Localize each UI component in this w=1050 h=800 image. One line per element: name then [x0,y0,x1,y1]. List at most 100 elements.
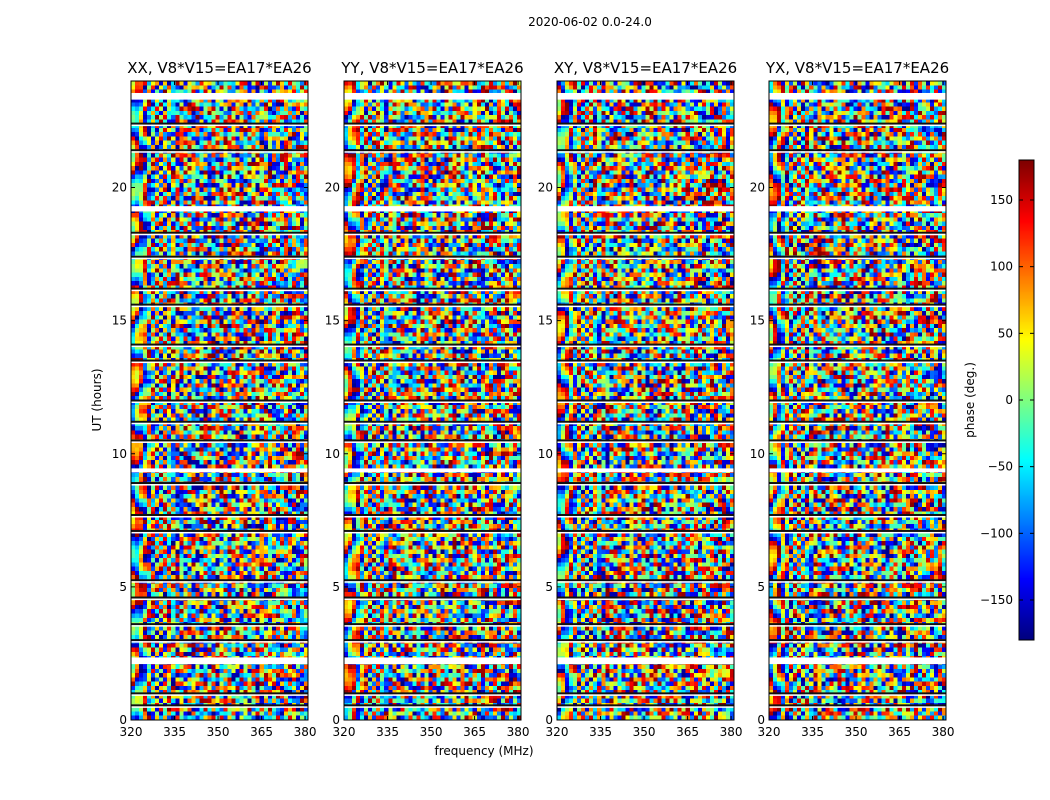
panel-2: XY, V8*V15=EA17*EA26 320 335 350 365 380 0 5 10 1… [538,59,743,739]
colorbar-gradient [1019,160,1034,640]
flag-gap-1-5 [344,581,521,583]
flag-band-3-4 [769,596,946,599]
flag-gap-1-2 [344,641,521,643]
flag-gap-0-17 [131,233,308,236]
panel-title-1: YY, V8*V15=EA17*EA26 [340,59,523,77]
flag-gap-2-17 [557,233,734,236]
flag-gap-2-4 [557,598,734,601]
xtick-label-0-3: 365 [250,725,273,739]
flag-gap-0-16 [131,257,308,260]
flag-gap-0-4 [131,598,308,601]
panel-0: XX, V8*V15=EA17*EA26 320 335 350 365 380 0 5 10 1… [112,59,317,739]
flag-band-0-9 [131,439,308,442]
flag-gap-3-2 [769,641,946,643]
flag-band-1-13 [344,343,521,346]
flag-band-2-10 [557,420,734,423]
xtick-label-2-2: 350 [633,725,656,739]
ytick-label-2-2: 10 [538,447,553,461]
flag-gap-2-5 [557,581,734,583]
x-axis-label: frequency (MHz) [434,744,533,758]
flag-band-0-14 [131,303,308,306]
flag-gap-2-15 [557,289,734,292]
flag-gap-0-7 [131,515,308,518]
gap-3-3 [769,92,946,100]
flag-band-2-9 [557,439,734,442]
flag-gap-1-14 [344,305,521,308]
flag-band-0-15 [131,287,308,290]
gap-2-1 [557,468,734,473]
flag-gap-1-11 [344,401,521,403]
flag-band-2-7 [557,513,734,516]
flag-gap-1-7 [344,515,521,518]
flag-band-1-10 [344,420,521,423]
gap-2-3 [557,92,734,100]
flag-gap-1-13 [344,345,521,348]
gap-0-2 [131,206,308,212]
gap-2-2 [557,206,734,212]
cbar-tick-label-5: 100 [990,260,1013,274]
flag-band-1-9 [344,439,521,442]
ytick-label-0-3: 15 [112,314,127,328]
flag-gap-0-10 [131,422,308,425]
flag-band-3-19 [769,122,946,125]
flag-gap-1-0 [344,706,521,708]
gap-0-3 [131,92,308,100]
flag-gap-2-3 [557,625,734,627]
ytick-label-1-2: 10 [325,447,340,461]
flag-gap-3-18 [769,151,946,153]
flag-gap-3-8 [769,484,946,486]
flag-band-3-5 [769,579,946,582]
flag-band-1-14 [344,303,521,306]
flag-band-0-8 [131,482,308,485]
ytick-label-0-2: 10 [112,447,127,461]
flag-band-2-11 [557,399,734,402]
ytick-label-3-2: 10 [750,447,765,461]
xtick-label-2-1: 335 [589,725,612,739]
gap-1-0 [344,657,521,665]
figure-title: 2020-06-02 0.0-24.0 [528,15,652,29]
flag-gap-1-4 [344,598,521,601]
flag-gap-2-19 [557,124,734,127]
flag-gap-1-10 [344,422,521,425]
cbar-tick-label-3: 0 [1005,393,1013,407]
panel-frame-2 [556,80,735,721]
xtick-label-0-2: 350 [207,725,230,739]
xtick-label-1-2: 350 [420,725,443,739]
flag-gap-0-13 [131,345,308,348]
flag-band-0-6 [131,529,308,532]
panel-frame-0 [130,80,309,721]
flag-band-3-13 [769,343,946,346]
ytick-label-1-4: 20 [325,181,340,195]
flag-band-1-18 [344,149,521,152]
flag-gap-3-16 [769,257,946,260]
flag-band-2-4 [557,596,734,599]
flag-band-0-13 [131,343,308,346]
flag-gap-0-3 [131,625,308,627]
y-axis-label: UT (hours) [90,368,104,431]
panel-title-2: XY, V8*V15=EA17*EA26 [554,59,737,77]
flag-band-0-12 [131,359,308,362]
flag-band-3-3 [769,623,946,626]
flag-band-2-0 [557,704,734,707]
flag-gap-1-3 [344,625,521,627]
flag-gap-3-6 [769,531,946,534]
ytick-label-0-4: 20 [112,181,127,195]
ytick-label-1-0: 0 [332,713,340,727]
xtick-label-1-0: 320 [333,725,356,739]
flag-band-3-15 [769,287,946,290]
flag-band-2-5 [557,579,734,582]
ytick-label-0-0: 0 [119,713,127,727]
flag-gap-0-5 [131,581,308,583]
flag-band-2-15 [557,287,734,290]
flag-gap-2-6 [557,531,734,534]
flag-band-3-16 [769,255,946,258]
flag-band-3-14 [769,303,946,306]
flag-band-3-18 [769,149,946,152]
flag-gap-0-19 [131,124,308,127]
xtick-label-0-0: 320 [120,725,143,739]
cbar-tick-label-4: 50 [998,326,1013,340]
ytick-label-3-1: 5 [757,580,765,594]
flag-gap-3-0 [769,706,946,708]
ytick-label-3-4: 20 [750,181,765,195]
flag-gap-3-9 [769,441,946,443]
